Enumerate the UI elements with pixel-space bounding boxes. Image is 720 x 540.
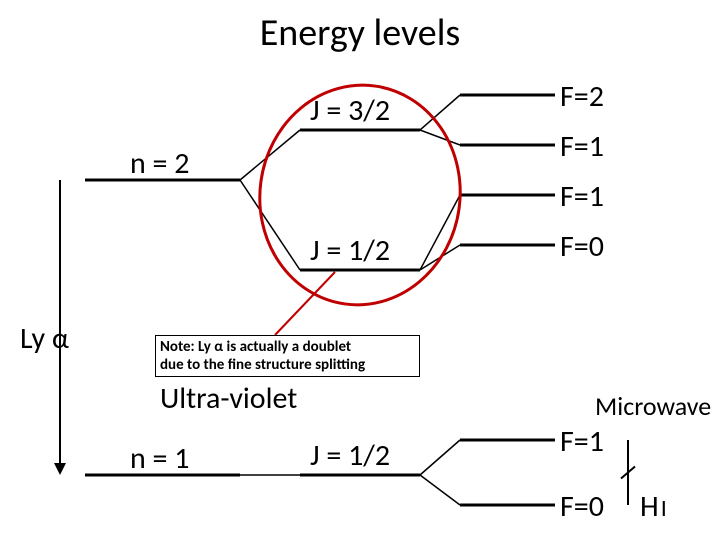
HI-label: HI	[640, 488, 667, 525]
lya-label: Ly α	[20, 320, 69, 357]
uv-label: Ultra-violet	[160, 380, 297, 417]
microwave-label: Microwave	[595, 390, 711, 422]
note-line2: due to the fine structure splitting	[160, 356, 415, 374]
n1-label: n = 1	[130, 440, 189, 477]
note-line1: Note: Ly α is actually a doublet	[160, 338, 415, 356]
n1-F0-label: F=0	[560, 488, 604, 525]
HI-H: H	[640, 488, 659, 525]
n2-j12-label: J = 1/2	[310, 232, 390, 269]
n2-F2-label: F=2	[560, 78, 604, 115]
note-box: Note: Ly α is actually a doublet due to …	[155, 335, 420, 377]
n2-j32-label: J = 3/2	[310, 92, 390, 129]
HI-sub: I	[659, 494, 667, 523]
n2-label: n = 2	[130, 145, 189, 182]
n1-j12-label: J = 1/2	[310, 437, 390, 474]
n2-F1b-label: F=1	[560, 178, 604, 215]
n2-F0-label: F=0	[560, 228, 604, 265]
n2-F1a-label: F=1	[560, 128, 604, 165]
n1-F1-label: F=1	[560, 423, 604, 460]
